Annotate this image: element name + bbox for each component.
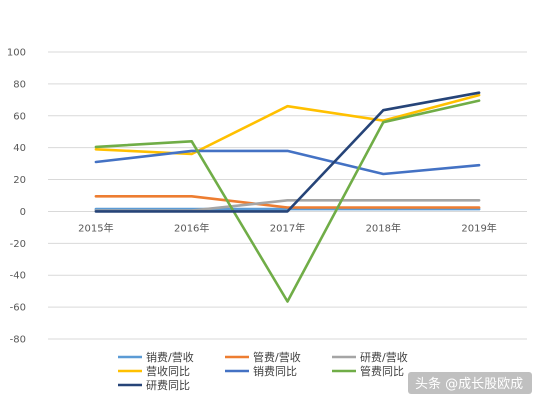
watermark-background [408, 372, 532, 394]
y-tick-label: 100 [7, 48, 26, 59]
y-tick-label: -80 [10, 335, 26, 346]
series-line [94, 149, 481, 176]
x-tick-label: 2016年 [174, 221, 209, 234]
y-axis: 100 80 60 40 20 0 -20 -40 -60 -80 [7, 48, 26, 346]
y-tick-label: 20 [13, 175, 26, 186]
series-line [94, 99, 481, 303]
x-tick-label: 2015年 [78, 221, 113, 234]
x-axis: 2015年 2016年 2017年 2018年 2019年 [78, 221, 497, 234]
y-tick-label: -60 [10, 303, 26, 314]
legend-label: 销费/营收 [146, 350, 194, 364]
series-line [94, 93, 481, 156]
y-tick-label: 80 [13, 79, 26, 90]
watermark: 头条 @成长股欧成 [408, 372, 532, 394]
watermark-text: 头条 @成长股欧成 [415, 376, 523, 392]
y-tick-label: 40 [13, 143, 26, 154]
legend-label: 研费同比 [146, 379, 190, 392]
y-tick-label: 0 [20, 207, 26, 218]
y-tick-label: -40 [10, 271, 26, 282]
series-line [94, 195, 481, 209]
legend-label: 销费同比 [253, 364, 297, 378]
series-lines [94, 91, 481, 303]
legend-label: 管费/营收 [253, 350, 301, 364]
x-tick-label: 2017年 [270, 221, 305, 234]
legend-label: 营收同比 [146, 364, 190, 378]
legend-label: 管费同比 [360, 364, 404, 378]
x-tick-label: 2019年 [461, 221, 496, 234]
series-line [94, 91, 481, 213]
y-tick-label: -20 [10, 239, 26, 250]
legend-label: 研费/营收 [360, 350, 408, 364]
y-tick-label: 60 [13, 111, 26, 122]
x-tick-label: 2018年 [366, 221, 401, 234]
